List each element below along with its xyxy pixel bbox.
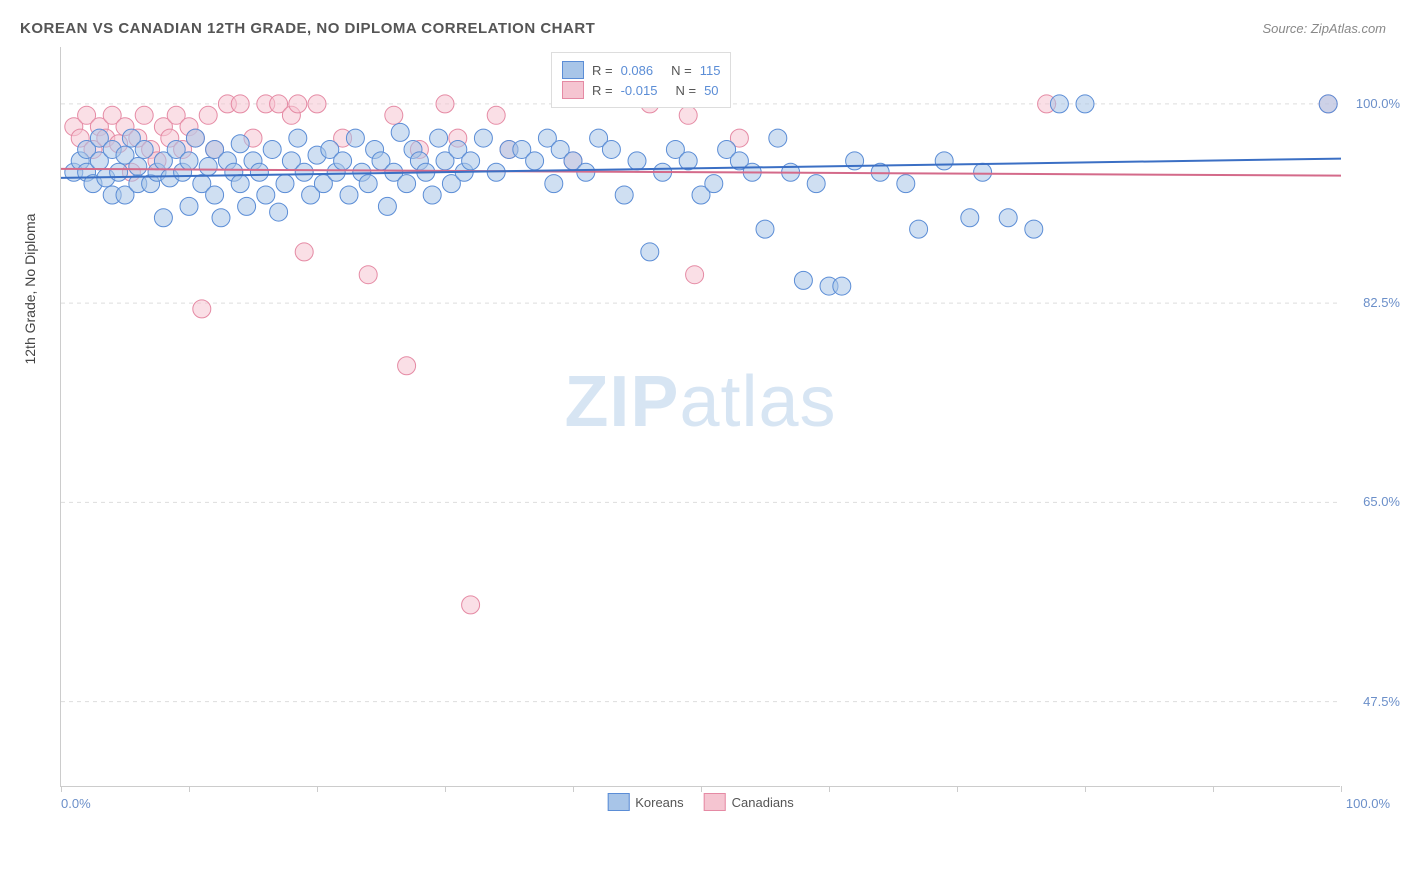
y-tick-label: 47.5% (1363, 694, 1400, 709)
r-label: R = (592, 63, 613, 78)
korean-n-value: 115 (700, 63, 721, 78)
y-tick-label: 82.5% (1363, 295, 1400, 310)
canadian-n-value: 50 (704, 83, 718, 98)
stats-legend-korean: R = 0.086 N = 115 (562, 61, 720, 79)
x-tick (957, 786, 958, 792)
chart-header: KOREAN VS CANADIAN 12TH GRADE, NO DIPLOM… (20, 20, 1386, 37)
scatter-svg (61, 47, 1341, 787)
x-tick (701, 786, 702, 792)
chart-source: Source: ZipAtlas.com (1262, 21, 1386, 36)
x-tick (61, 786, 62, 792)
x-tick (1213, 786, 1214, 792)
y-tick-label: 100.0% (1356, 96, 1400, 111)
korean-label: Koreans (635, 795, 683, 810)
legend-item-korean: Koreans (607, 793, 683, 811)
x-axis-label-min: 0.0% (61, 796, 91, 811)
canadian-r-value: -0.015 (621, 83, 658, 98)
canadian-swatch-icon (562, 81, 584, 99)
chart-title: KOREAN VS CANADIAN 12TH GRADE, NO DIPLOM… (20, 20, 595, 37)
x-tick (829, 786, 830, 792)
x-tick (189, 786, 190, 792)
plot-region: ZIPatlas 47.5%65.0%82.5%100.0% 0.0% 100.… (60, 47, 1340, 787)
x-tick (1341, 786, 1342, 792)
x-tick (317, 786, 318, 792)
x-axis-label-max: 100.0% (1346, 796, 1390, 811)
korean-swatch-icon (562, 61, 584, 79)
n-label-2: N = (675, 83, 696, 98)
stats-legend: R = 0.086 N = 115 R = -0.015 N = 50 (551, 52, 731, 108)
stats-legend-canadian: R = -0.015 N = 50 (562, 81, 720, 99)
x-tick (445, 786, 446, 792)
n-label: N = (671, 63, 692, 78)
chart-area: 12th Grade, No Diploma ZIPatlas 47.5%65.… (60, 47, 1380, 817)
x-tick (573, 786, 574, 792)
series-legend: Koreans Canadians (607, 793, 794, 811)
canadian-label: Canadians (732, 795, 794, 810)
korean-legend-icon (607, 793, 629, 811)
x-tick (1085, 786, 1086, 792)
y-axis-title: 12th Grade, No Diploma (22, 214, 38, 365)
legend-item-canadian: Canadians (704, 793, 794, 811)
y-tick-label: 65.0% (1363, 494, 1400, 509)
korean-r-value: 0.086 (621, 63, 654, 78)
r-label-2: R = (592, 83, 613, 98)
canadian-legend-icon (704, 793, 726, 811)
